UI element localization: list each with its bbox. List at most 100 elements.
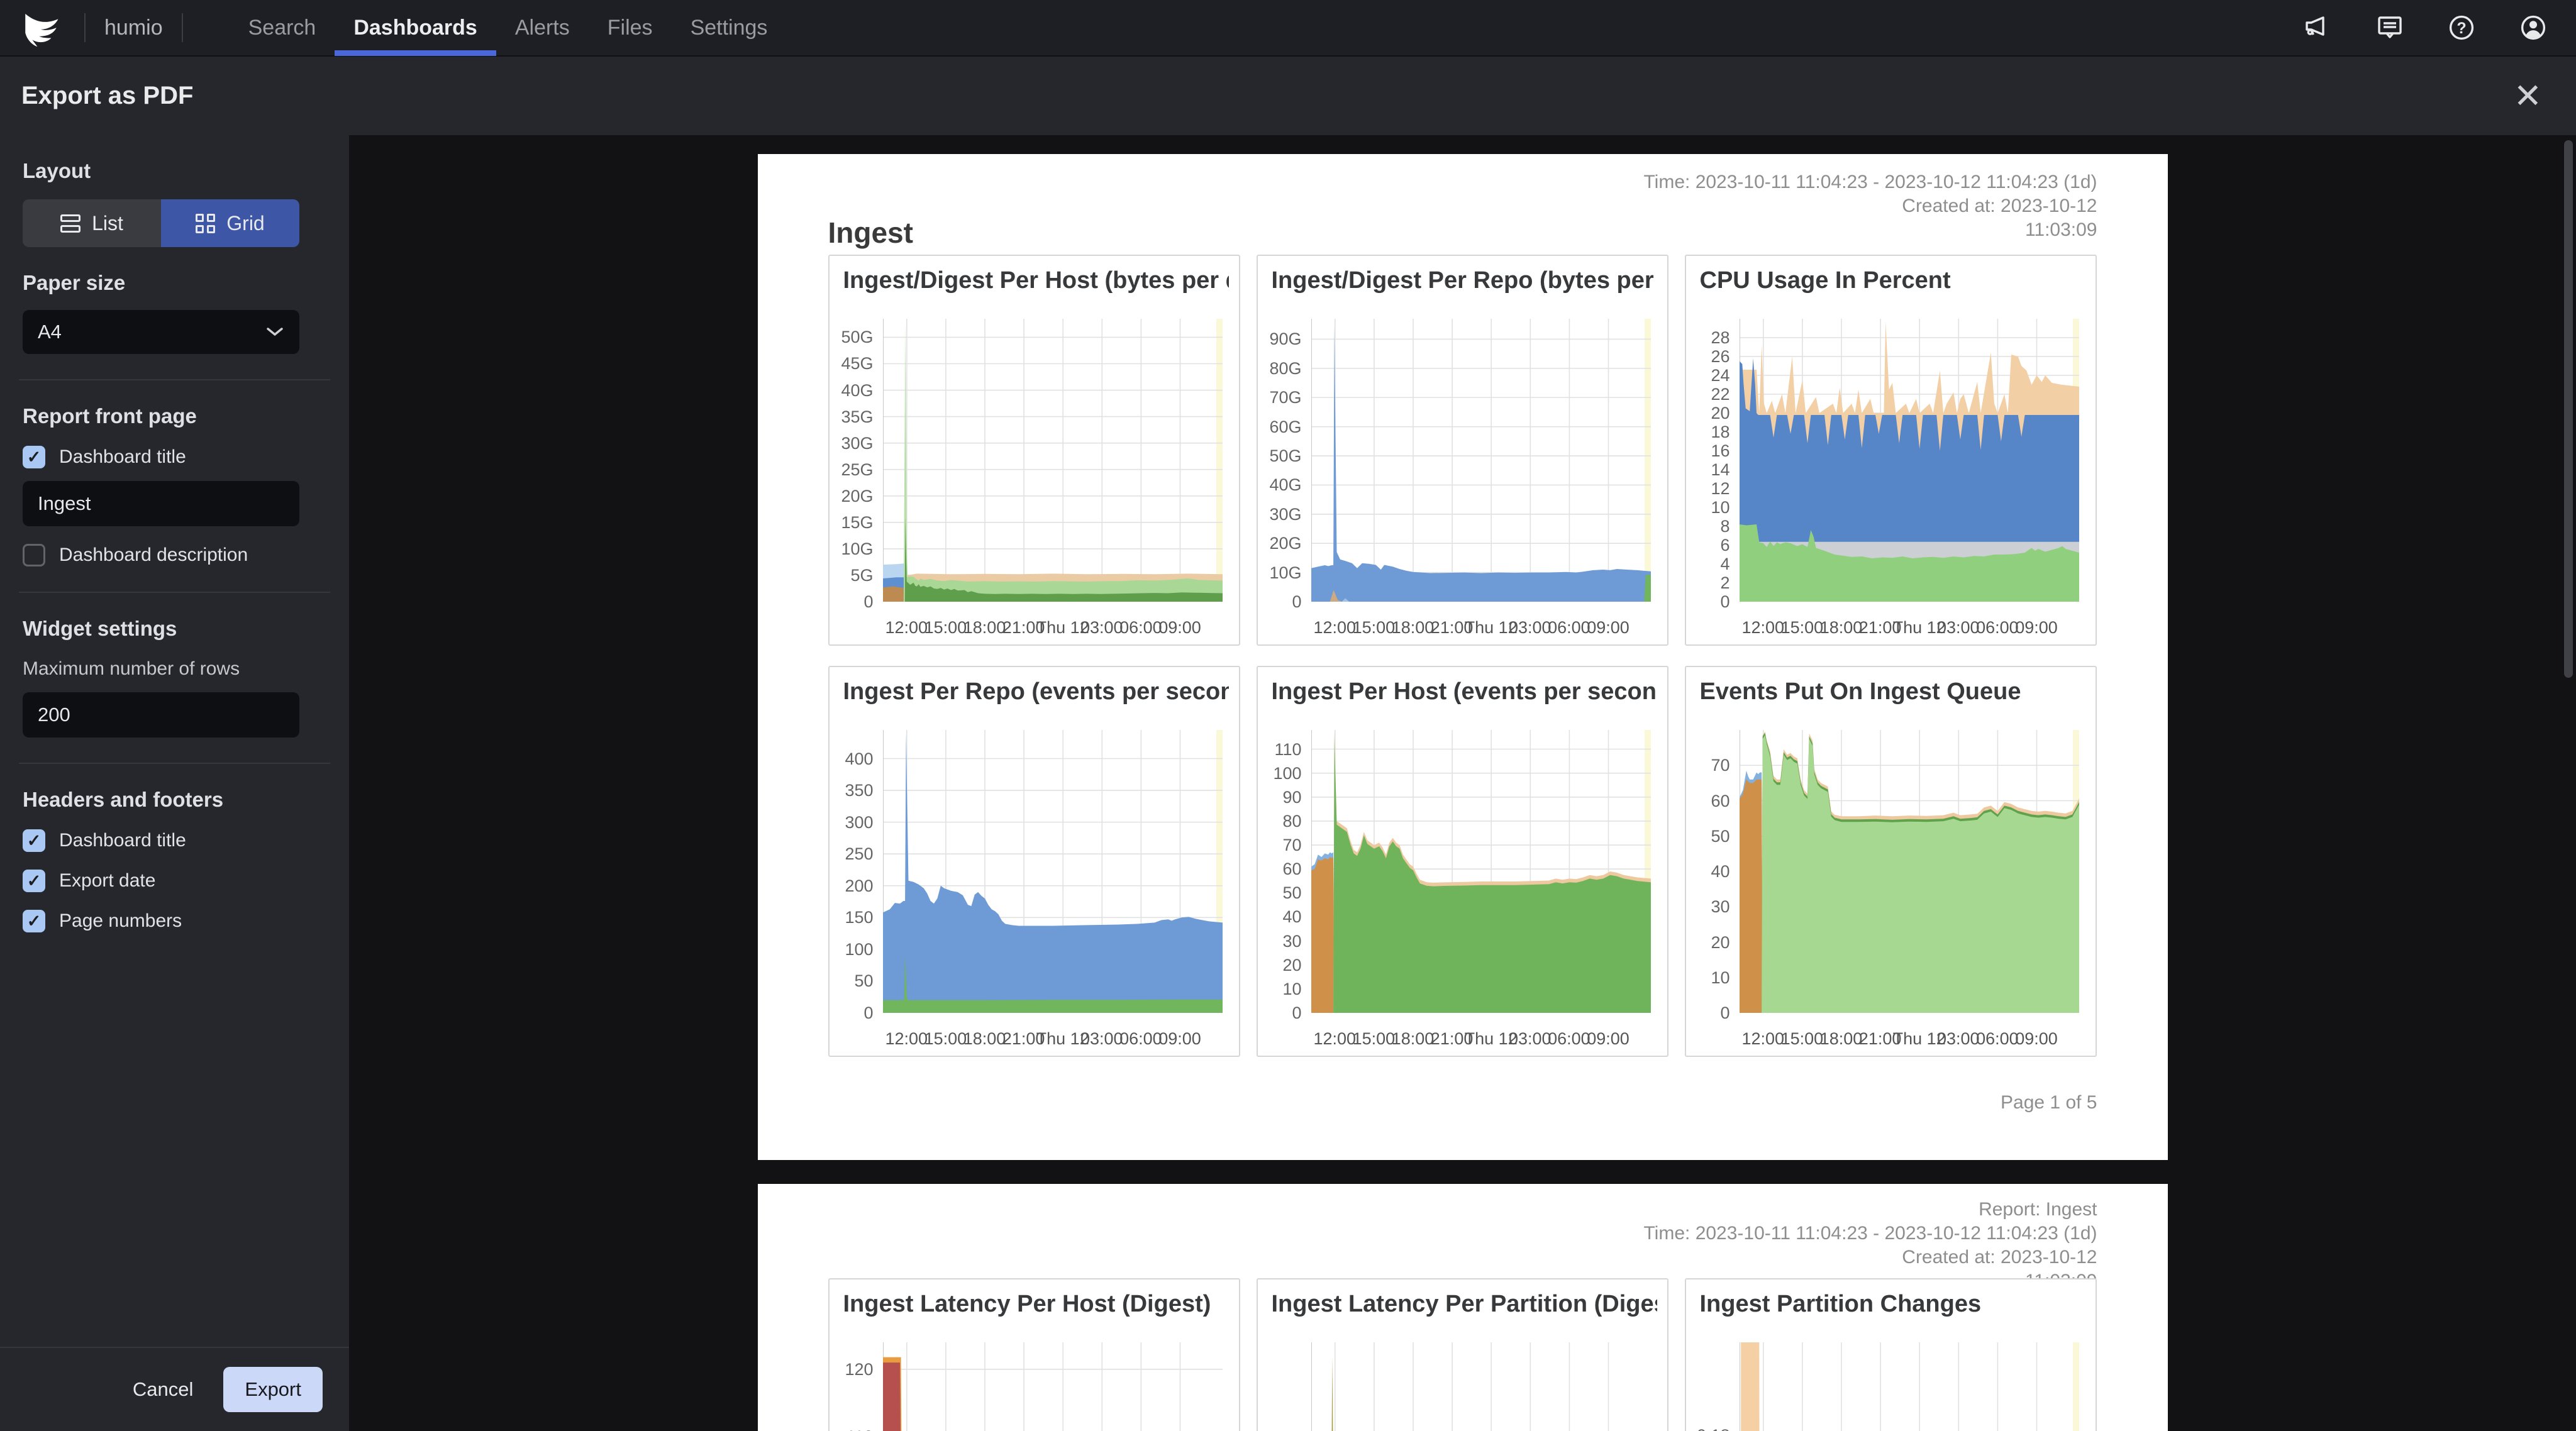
widget-title: Ingest Latency Per Partition (Digest) — [1272, 1291, 1657, 1318]
paper-size-select[interactable]: A4 — [23, 310, 299, 354]
y-tick-label: 14 — [1686, 460, 1730, 479]
announcements-icon[interactable] — [2303, 13, 2333, 43]
falcon-logo-icon[interactable] — [16, 7, 65, 48]
nav-item-label: Files — [608, 16, 653, 40]
checkbox-label: Dashboard title — [59, 830, 186, 851]
y-tick-label: 50 — [1258, 883, 1302, 902]
cancel-button[interactable]: Cancel — [129, 1378, 197, 1401]
x-tick-label: 09:00 — [1564, 618, 1652, 638]
meta-created-at: Created at: 2023-10-12 — [1643, 194, 2097, 218]
meta-time-range: Time: 2023-10-11 11:04:23 - 2023-10-12 1… — [1643, 170, 2097, 194]
nav-item-alerts[interactable]: Alerts — [496, 0, 589, 56]
x-tick-label: 09:00 — [1992, 1029, 2080, 1049]
y-tick-label: 50G — [830, 328, 874, 346]
nav-item-settings[interactable]: Settings — [672, 0, 787, 56]
layout-section-label: Layout — [23, 159, 326, 183]
hf-dashboard-title-checkbox-row[interactable]: ✓ Dashboard title — [23, 829, 326, 852]
y-tick-label: 250 — [830, 844, 874, 863]
nav-item-files[interactable]: Files — [589, 0, 672, 56]
y-tick-label: 110 — [830, 1427, 874, 1431]
checkbox-checked-icon[interactable]: ✓ — [23, 870, 45, 892]
dashboard-title-input[interactable] — [23, 481, 299, 526]
account-icon[interactable] — [2518, 13, 2548, 43]
y-tick-label: 90G — [1258, 329, 1302, 348]
export-button[interactable]: Export — [223, 1367, 323, 1412]
checkbox-label: Dashboard title — [59, 446, 186, 468]
y-tick-label: 12 — [1686, 479, 1730, 498]
widget-settings-label: Widget settings — [23, 617, 326, 641]
y-tick-label: 20 — [1258, 956, 1302, 975]
chart-plot — [883, 1342, 1223, 1431]
top-navigation: humio Search Dashboards Alerts Files Set… — [0, 0, 2576, 57]
y-tick-label: 20G — [1258, 534, 1302, 553]
nav-item-label: Search — [248, 16, 316, 40]
widget-card: Ingest Latency Per Host (Digest)90100110… — [828, 1278, 1240, 1431]
dashboard-title: Ingest — [828, 216, 913, 250]
widget-title: Ingest/Digest Per Host (bytes per day ..… — [843, 267, 1229, 294]
divider — [84, 13, 86, 42]
y-tick-label: 50G — [1258, 446, 1302, 465]
chart-plot — [883, 730, 1223, 1013]
widget-card: Ingest Partition Changes0.140.160.1812:0… — [1685, 1278, 2097, 1431]
page-2-header: Report: Ingest Time: 2023-10-11 11:04:23… — [828, 1184, 2097, 1278]
y-tick-label: 30 — [1258, 932, 1302, 951]
y-tick-label: 0 — [1258, 1003, 1302, 1022]
y-tick-label: 10G — [830, 539, 874, 558]
divider — [182, 13, 183, 42]
dashboard-description-checkbox-row[interactable]: Dashboard description — [23, 544, 326, 566]
widget-title: Ingest Per Host (events per second be... — [1272, 678, 1657, 705]
brand-name: humio — [104, 16, 163, 40]
page-number: Page 1 of 5 — [828, 1092, 2097, 1113]
report-front-page-label: Report front page — [23, 404, 326, 428]
max-rows-input[interactable] — [23, 692, 299, 738]
preview-scrollbar[interactable] — [2564, 140, 2573, 678]
nav-right-icons: ? — [2303, 13, 2548, 43]
feedback-icon[interactable] — [2375, 13, 2405, 43]
widget-title: Ingest Partition Changes — [1700, 1291, 2085, 1318]
y-tick-label: 150 — [830, 908, 874, 927]
y-tick-label: 10 — [1686, 498, 1730, 517]
grid-icon — [196, 214, 215, 233]
x-tick-label: 09:00 — [1136, 618, 1224, 638]
checkbox-checked-icon[interactable]: ✓ — [23, 446, 45, 468]
y-tick-label: 400 — [830, 749, 874, 768]
y-tick-label: 25G — [830, 460, 874, 479]
y-tick-label: 100 — [830, 940, 874, 959]
y-tick-label: 35G — [830, 407, 874, 426]
page-1-meta: Time: 2023-10-11 11:04:23 - 2023-10-12 1… — [1643, 170, 2097, 242]
y-tick-label: 30G — [830, 434, 874, 453]
layout-grid-button[interactable]: Grid — [161, 199, 299, 247]
widget-card: Ingest Per Host (events per second be...… — [1257, 666, 1668, 1057]
dialog-body: Layout List Grid Paper size A4 Report fr… — [0, 135, 2576, 1431]
y-tick-label: 70 — [1258, 836, 1302, 854]
hf-page-numbers-checkbox-row[interactable]: ✓ Page numbers — [23, 910, 326, 932]
widget-card: Ingest/Digest Per Host (bytes per day ..… — [828, 255, 1240, 646]
y-tick-label: 22 — [1686, 385, 1730, 404]
max-rows-label: Maximum number of rows — [23, 658, 326, 680]
y-tick-label: 40G — [1258, 475, 1302, 494]
chart-plot — [1311, 730, 1651, 1013]
hf-export-date-checkbox-row[interactable]: ✓ Export date — [23, 870, 326, 892]
nav-item-search[interactable]: Search — [230, 0, 335, 56]
y-tick-label: 8 — [1686, 517, 1730, 536]
chart-plot — [883, 319, 1223, 602]
y-tick-label: 60 — [1258, 859, 1302, 878]
chart-plot — [1740, 730, 2079, 1013]
nav-item-dashboards[interactable]: Dashboards — [335, 0, 496, 56]
x-tick-label: 09:00 — [1992, 618, 2080, 638]
y-tick-label: 20 — [1686, 404, 1730, 423]
layout-list-button[interactable]: List — [23, 199, 161, 247]
y-tick-label: 200 — [830, 876, 874, 895]
y-tick-label: 70G — [1258, 388, 1302, 407]
y-tick-label: 4 — [1686, 555, 1730, 573]
close-icon[interactable]: ✕ — [2510, 79, 2546, 114]
checkbox-checked-icon[interactable]: ✓ — [23, 829, 45, 852]
layout-toggle: List Grid — [23, 199, 299, 247]
y-tick-label: 0 — [1258, 592, 1302, 611]
checkbox-unchecked-icon[interactable] — [23, 544, 45, 566]
nav-item-label: Dashboards — [353, 16, 477, 40]
dashboard-title-checkbox-row[interactable]: ✓ Dashboard title — [23, 446, 326, 468]
meta-report-name: Report: Ingest — [828, 1198, 2097, 1222]
checkbox-checked-icon[interactable]: ✓ — [23, 910, 45, 932]
help-icon[interactable]: ? — [2446, 13, 2477, 43]
